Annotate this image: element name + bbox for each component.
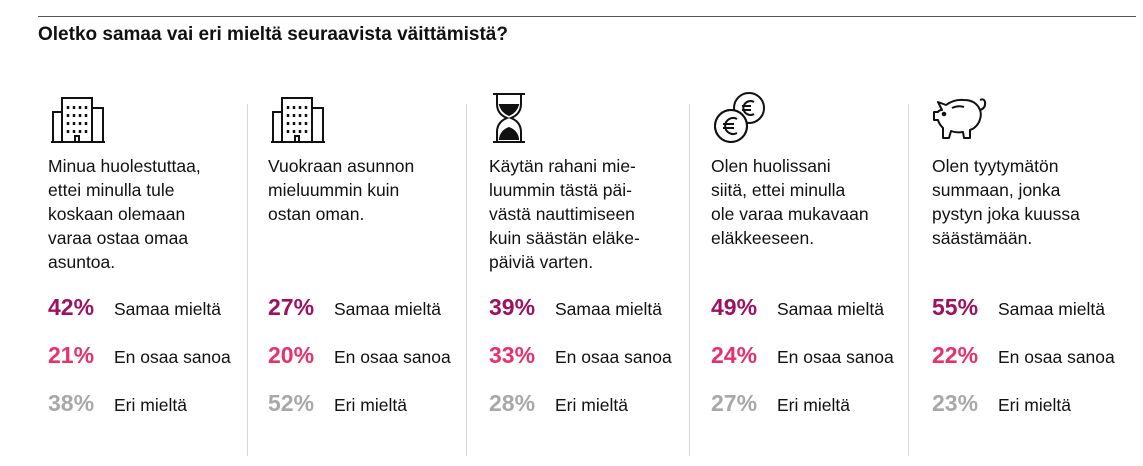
statement-text: Käytän rahani mie- luummin tästä päi- vä… xyxy=(489,156,640,272)
disagree-stat: 23% Eri mieltä xyxy=(932,390,1071,417)
agree-percentage: 42% xyxy=(48,294,95,320)
agree-label: Samaa mieltä xyxy=(114,299,221,319)
neutral-percentage: 20% xyxy=(268,342,315,368)
statement-text: Olen tyytymätön summaan, jonka pystyn jo… xyxy=(932,156,1080,248)
agree-percentage: 39% xyxy=(489,294,536,320)
disagree-stat: 28% Eri mieltä xyxy=(489,390,628,417)
agree-label: Samaa mieltä xyxy=(555,299,662,319)
neutral-stat: 24% En osaa sanoa xyxy=(711,342,894,369)
office-building-icon xyxy=(48,90,108,150)
page-title: Oletko samaa vai eri mieltä seuraavista … xyxy=(38,24,508,45)
statement-column: Vuokraan asunnon mieluummin kuin ostan o… xyxy=(268,90,478,435)
disagree-stat: 27% Eri mieltä xyxy=(711,390,850,417)
agree-percentage: 55% xyxy=(932,294,979,320)
column-divider xyxy=(689,104,690,456)
neutral-stat: 20% En osaa sanoa xyxy=(268,342,451,369)
agree-percentage: 49% xyxy=(711,294,758,320)
statement-text: Vuokraan asunnon mieluummin kuin ostan o… xyxy=(268,156,415,224)
column-divider xyxy=(466,104,467,456)
disagree-percentage: 28% xyxy=(489,390,536,416)
agree-stat: 49% Samaa mieltä xyxy=(711,294,884,321)
agree-label: Samaa mieltä xyxy=(777,299,884,319)
neutral-percentage: 24% xyxy=(711,342,758,368)
disagree-stat: 38% Eri mieltä xyxy=(48,390,187,417)
neutral-percentage: 21% xyxy=(48,342,95,368)
statement-column: Minua huolestuttaa, ettei minulla tule k… xyxy=(48,90,258,435)
disagree-label: Eri mieltä xyxy=(998,395,1071,415)
column-divider xyxy=(247,104,248,456)
disagree-percentage: 27% xyxy=(711,390,758,416)
top-rule xyxy=(38,16,1136,17)
neutral-label: En osaa sanoa xyxy=(114,347,231,367)
column-divider xyxy=(908,104,909,456)
neutral-label: En osaa sanoa xyxy=(334,347,451,367)
agree-percentage: 27% xyxy=(268,294,315,320)
agree-label: Samaa mieltä xyxy=(334,299,441,319)
disagree-stat: 52% Eri mieltä xyxy=(268,390,407,417)
agree-label: Samaa mieltä xyxy=(998,299,1105,319)
neutral-percentage: 33% xyxy=(489,342,536,368)
hourglass-icon xyxy=(489,90,549,150)
disagree-percentage: 52% xyxy=(268,390,315,416)
disagree-percentage: 38% xyxy=(48,390,95,416)
neutral-label: En osaa sanoa xyxy=(555,347,672,367)
statement-column: Käytän rahani mie- luummin tästä päi- vä… xyxy=(489,90,699,435)
euro-coins-icon xyxy=(711,90,771,150)
neutral-stat: 33% En osaa sanoa xyxy=(489,342,672,369)
statement-column: Olen huolissani siitä, ettei minulla ole… xyxy=(711,90,921,435)
neutral-percentage: 22% xyxy=(932,342,979,368)
agree-stat: 55% Samaa mieltä xyxy=(932,294,1105,321)
disagree-label: Eri mieltä xyxy=(555,395,628,415)
disagree-label: Eri mieltä xyxy=(777,395,850,415)
piggy-bank-icon xyxy=(932,90,992,150)
office-building-icon xyxy=(268,90,328,150)
disagree-percentage: 23% xyxy=(932,390,979,416)
neutral-stat: 21% En osaa sanoa xyxy=(48,342,231,369)
agree-stat: 27% Samaa mieltä xyxy=(268,294,441,321)
statement-column: Olen tyytymätön summaan, jonka pystyn jo… xyxy=(932,90,1142,435)
statement-text: Minua huolestuttaa, ettei minulla tule k… xyxy=(48,156,201,272)
statement-text: Olen huolissani siitä, ettei minulla ole… xyxy=(711,156,869,248)
neutral-stat: 22% En osaa sanoa xyxy=(932,342,1115,369)
agree-stat: 39% Samaa mieltä xyxy=(489,294,662,321)
neutral-label: En osaa sanoa xyxy=(998,347,1115,367)
disagree-label: Eri mieltä xyxy=(334,395,407,415)
neutral-label: En osaa sanoa xyxy=(777,347,894,367)
disagree-label: Eri mieltä xyxy=(114,395,187,415)
agree-stat: 42% Samaa mieltä xyxy=(48,294,221,321)
